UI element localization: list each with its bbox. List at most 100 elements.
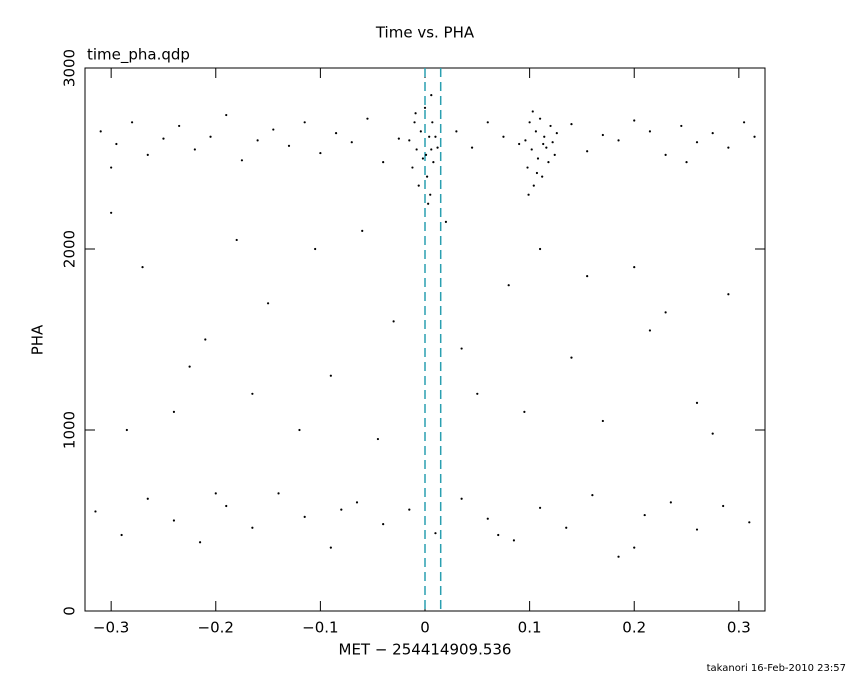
point — [419, 130, 422, 133]
point — [664, 311, 667, 314]
x-tick-label: 0.2 — [622, 619, 646, 637]
point — [591, 494, 594, 497]
point — [272, 128, 275, 131]
point — [527, 193, 530, 196]
point — [551, 141, 554, 144]
point — [695, 401, 699, 404]
point — [408, 139, 411, 142]
point — [427, 202, 430, 205]
point — [382, 523, 385, 526]
point — [633, 546, 636, 549]
x-tick-label: 0.3 — [727, 619, 751, 637]
point — [408, 508, 411, 511]
point — [742, 121, 746, 124]
point — [643, 513, 646, 517]
point — [727, 293, 730, 296]
footer: takanori 16-Feb-2010 23:57 — [707, 663, 846, 674]
point — [486, 121, 489, 124]
point — [430, 94, 433, 97]
point — [146, 497, 149, 500]
point — [570, 123, 573, 126]
point — [366, 117, 369, 120]
y-tick-label: 3000 — [61, 49, 79, 87]
point — [141, 266, 144, 269]
point — [162, 137, 165, 140]
point — [434, 135, 437, 138]
point — [502, 135, 505, 138]
point — [541, 175, 544, 178]
point — [601, 133, 604, 137]
point — [429, 193, 432, 196]
point — [251, 392, 254, 395]
point — [319, 151, 322, 155]
point — [298, 428, 301, 432]
point — [528, 121, 531, 124]
point — [355, 501, 359, 504]
point — [99, 130, 102, 133]
point — [460, 347, 463, 350]
point — [526, 166, 529, 169]
point — [486, 517, 489, 520]
point — [382, 161, 385, 164]
point — [146, 153, 149, 156]
point — [125, 428, 128, 432]
point — [722, 504, 725, 508]
point — [518, 142, 521, 146]
point — [303, 515, 306, 518]
point — [727, 146, 730, 149]
point — [251, 526, 254, 529]
point — [543, 135, 546, 138]
point — [415, 148, 418, 151]
point — [648, 329, 652, 332]
point — [431, 121, 434, 124]
point — [266, 302, 270, 305]
point — [549, 124, 552, 128]
point — [601, 419, 604, 423]
point — [329, 374, 332, 377]
point — [586, 275, 589, 278]
point — [361, 229, 364, 232]
point — [685, 161, 688, 164]
point — [753, 135, 756, 138]
point — [225, 504, 228, 508]
x-tick-label: 0.1 — [518, 619, 542, 637]
point — [530, 148, 533, 151]
point — [648, 130, 652, 133]
point — [240, 159, 244, 162]
point — [110, 166, 113, 169]
point — [277, 492, 280, 495]
point — [235, 238, 238, 242]
point — [512, 539, 516, 542]
point — [534, 130, 537, 133]
point — [570, 356, 573, 359]
x-tick-label: −0.2 — [198, 619, 234, 637]
point — [421, 157, 425, 160]
point — [547, 161, 550, 164]
point — [476, 392, 479, 395]
point — [470, 146, 474, 149]
point — [507, 284, 510, 287]
y-tick-label: 0 — [61, 606, 79, 616]
point — [523, 410, 526, 413]
point — [413, 121, 416, 124]
point — [198, 541, 202, 544]
point — [94, 510, 97, 513]
point — [204, 338, 207, 341]
point — [695, 528, 699, 531]
point — [586, 150, 589, 153]
point — [414, 112, 417, 115]
point — [428, 135, 431, 138]
point — [553, 153, 556, 156]
point — [130, 121, 134, 124]
point — [633, 119, 636, 122]
point — [334, 132, 338, 135]
point — [178, 124, 181, 128]
point — [110, 211, 113, 214]
point — [432, 161, 435, 164]
chart-title: Time vs. PHA — [375, 24, 475, 42]
point — [340, 508, 343, 511]
point — [542, 142, 545, 146]
x-axis-label: MET − 254414909.536 — [339, 641, 512, 659]
point — [555, 132, 558, 135]
